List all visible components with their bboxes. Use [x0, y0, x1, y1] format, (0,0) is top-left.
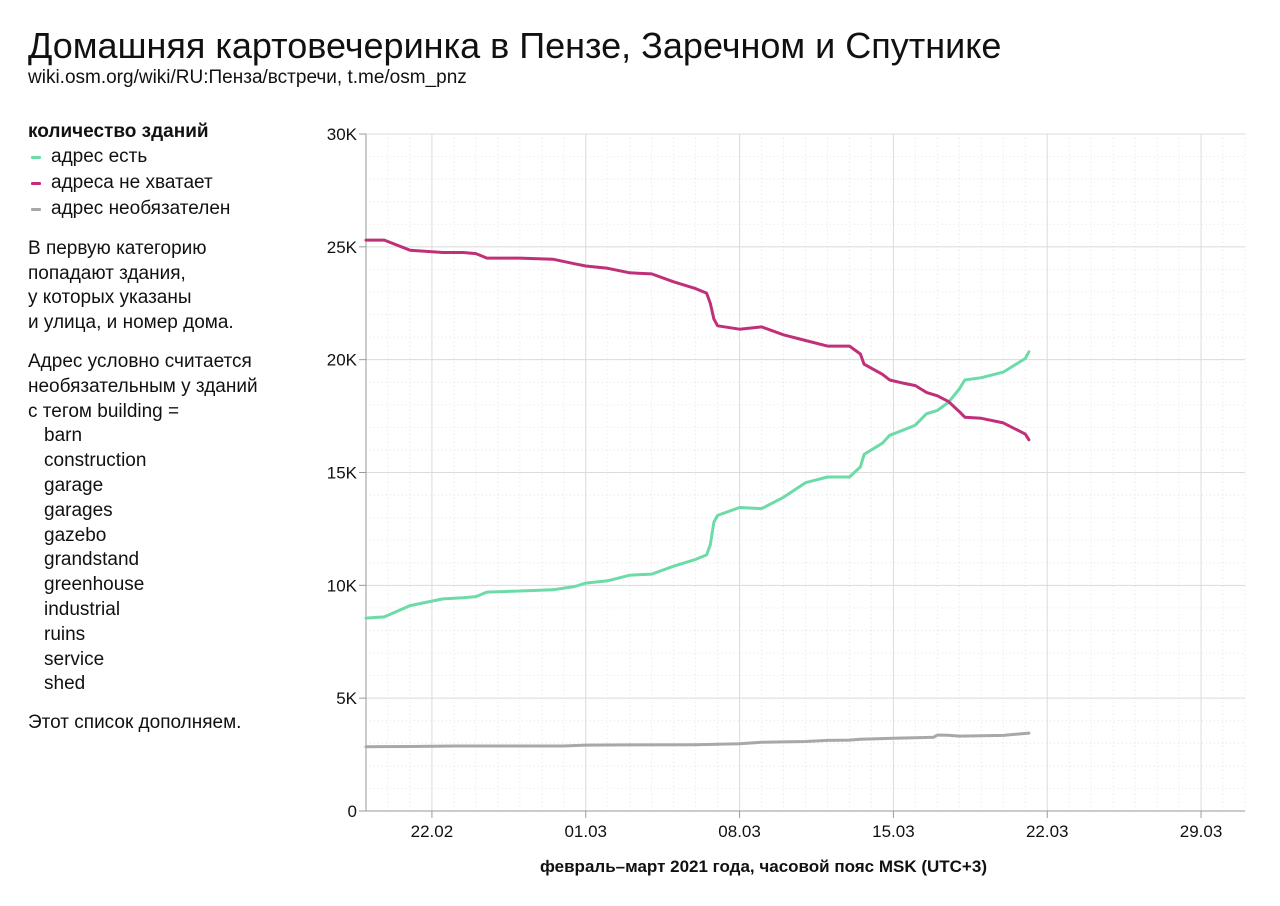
series-lines [364, 238, 1031, 749]
legend-label-address-optional: адрес необязателен [51, 198, 231, 220]
y-tick-label: 0 [348, 802, 357, 821]
y-tick-label: 25K [327, 238, 358, 257]
building-tag-list: barn construction garage garages gazebo … [28, 424, 298, 697]
x-tick-label: 08.03 [718, 822, 761, 841]
building-tag: garage [44, 474, 104, 496]
series-line-address-missing [364, 238, 1031, 442]
building-tag: grandstand [44, 549, 140, 571]
chart-subtitle-links: wiki.osm.org/wiki/RU:Пенза/встречи, t.me… [28, 67, 467, 88]
legend-item-address-missing: адреса не хватает [28, 171, 298, 197]
x-tick-label: 29.03 [1180, 822, 1223, 841]
optional-intro-line: необязательным у зданий [28, 375, 258, 397]
y-tick-label: 30K [327, 125, 358, 144]
description-line: и улица, и номер дома. [28, 312, 234, 334]
x-axis-title: февраль–март 2021 года, часовой пояс MSK… [540, 857, 987, 876]
legend-title: количество зданий [28, 121, 209, 142]
legend-swatch-address-optional [31, 208, 41, 212]
building-tag: construction [44, 450, 147, 472]
description-paragraph: В первую категорию попадают здания, у ко… [28, 237, 298, 336]
axes [359, 133, 1245, 818]
legend-item-address-optional: адрес необязателен [28, 197, 298, 223]
description-line: В первую категорию [28, 237, 207, 259]
legend-label-address-present: адрес есть [51, 146, 148, 168]
y-tick-label: 15K [327, 464, 358, 483]
line-chart: 0 5K 10K 15K 20K 25K 30K 22.02 01.03 08.03 15.03 22… [327, 125, 1246, 841]
optional-intro-line: с тегом building = [28, 400, 180, 422]
building-tag: gazebo [44, 524, 107, 546]
description-line: у которых указаны [28, 287, 192, 309]
x-tick-label: 15.03 [872, 822, 915, 841]
y-tick-label: 5K [336, 689, 357, 708]
legend-swatch-address-present [31, 156, 41, 160]
x-tick-label: 22.02 [411, 822, 454, 841]
series-line-address-optional [364, 731, 1031, 749]
legend-item-address-present: адрес есть [28, 145, 298, 171]
series-line-address-present [364, 350, 1031, 620]
chart-title: Домашняя картовечеринка в Пензе, Заречно… [28, 25, 1002, 66]
major-gridlines [366, 133, 1245, 812]
y-tick-label: 10K [327, 576, 358, 595]
x-tick-label: 01.03 [564, 822, 607, 841]
building-tag: garages [44, 499, 113, 521]
legend-label-address-missing: адреса не хватает [51, 172, 213, 194]
building-tag: shed [44, 673, 86, 695]
building-tag: industrial [44, 598, 121, 620]
footer-note: Этот список дополняем. [28, 712, 242, 734]
building-tag: service [44, 648, 105, 670]
legend-swatch-address-missing [31, 182, 41, 186]
x-tick-label: 22.03 [1026, 822, 1069, 841]
tick-labels: 0 5K 10K 15K 20K 25K 30K 22.02 01.03 08.03 15.03 22… [327, 125, 1223, 841]
optional-intro-line: Адрес условно считается [28, 350, 252, 372]
description-line: попадают здания, [28, 262, 186, 284]
building-tag: ruins [44, 623, 86, 645]
y-tick-label: 20K [327, 351, 358, 370]
building-tag: greenhouse [44, 574, 145, 596]
sidebar: количество зданий адрес есть адреса не х… [28, 120, 298, 736]
building-tag: barn [44, 425, 83, 447]
optional-address-paragraph: Адрес условно считается необязательным у… [28, 350, 298, 697]
